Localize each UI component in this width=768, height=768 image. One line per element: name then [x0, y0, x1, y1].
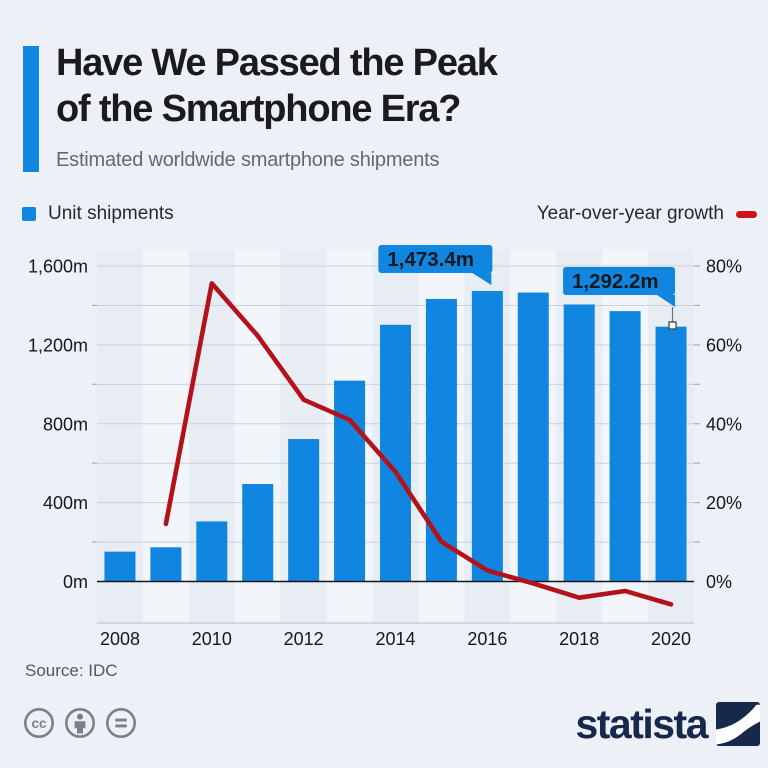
y-left-tick-label: 1,600m	[28, 257, 88, 277]
bar-2012	[288, 439, 320, 582]
legend-line-label: Year-over-year growth	[536, 203, 724, 224]
x-tick-label: 2016	[467, 629, 507, 649]
y-right-tick-label: 0%	[706, 572, 732, 592]
bar-2018	[563, 304, 595, 582]
title-line-1: Have We Passed the Peak	[56, 42, 498, 84]
license-icons: cc	[22, 706, 138, 740]
page-title: Have We Passed the Peak of the Smartphon…	[56, 40, 736, 132]
subtitle: Estimated worldwide smartphone shipments	[56, 149, 440, 171]
cc-by-person-icon[interactable]	[63, 706, 97, 740]
bar-2009	[150, 547, 182, 582]
y-left-tick-label: 400m	[43, 493, 88, 513]
statista-mark-icon	[716, 702, 760, 746]
callout-label: 1,292.2m	[572, 270, 659, 293]
x-tick-label: 2008	[100, 629, 140, 649]
y-left-tick-label: 1,200m	[28, 335, 88, 355]
source-note: Source: IDC	[25, 661, 118, 680]
y-left-tick-label: 800m	[43, 414, 88, 434]
bar-2014	[380, 324, 411, 582]
statista-wordmark: statista	[575, 701, 708, 747]
marker-square	[668, 321, 677, 330]
cc-nd-equals-icon[interactable]	[104, 706, 138, 740]
bar-2008	[104, 551, 136, 582]
bar-2016	[471, 290, 503, 582]
y-left-tick-label: 0m	[63, 572, 88, 592]
bar-2019	[609, 311, 641, 582]
growth-line	[163, 281, 674, 607]
x-tick-label: 2018	[559, 629, 599, 649]
bar-2013	[334, 380, 366, 582]
callout-pointer	[472, 273, 492, 285]
bar-2020	[655, 326, 687, 582]
legend-bars-label: Unit shipments	[48, 203, 174, 224]
line-swatch-icon	[736, 210, 757, 218]
callout-pointer	[657, 295, 676, 307]
y-right-tick-label: 40%	[706, 414, 742, 434]
cc-icon[interactable]: cc	[22, 706, 56, 740]
title-line-2: of the Smartphone Era?	[56, 88, 462, 130]
legend-item-unit-shipments: Unit shipments	[22, 203, 174, 225]
bar-2015	[425, 298, 457, 582]
y-right-tick-label: 80%	[706, 257, 742, 277]
callout-box	[563, 267, 676, 295]
x-tick-label: 2020	[651, 629, 691, 649]
bar-2011	[242, 483, 274, 582]
title-accent-bar	[23, 46, 39, 172]
x-tick-label: 2010	[192, 629, 232, 649]
x-tick-label: 2014	[375, 629, 415, 649]
callout-label: 1,473.4m	[387, 248, 474, 271]
combo-chart: 1,600m 1,200m 800m 400m 0m 80% 60% 40% 20% 0% 2008…	[28, 245, 742, 649]
y-right-tick-label: 60%	[706, 335, 742, 355]
bar-2017	[517, 292, 549, 582]
y-right-tick-label: 20%	[706, 493, 742, 513]
statista-logo[interactable]: statista	[575, 701, 760, 747]
svg-text:cc: cc	[31, 716, 47, 731]
x-tick-label: 2012	[284, 629, 324, 649]
legend-item-growth: Year-over-year growth	[537, 203, 757, 225]
callout-box	[378, 245, 493, 273]
legend: Unit shipments Year-over-year growth	[22, 202, 757, 226]
bar-2010	[196, 521, 228, 582]
bar-swatch-icon	[22, 207, 36, 221]
